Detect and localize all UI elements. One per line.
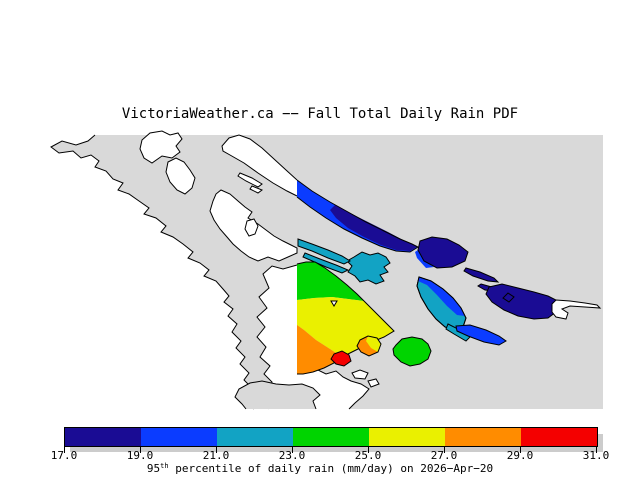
vancouver-island-land bbox=[0, 135, 257, 409]
colorbar-segment bbox=[217, 428, 293, 446]
islet-sliver-2 bbox=[249, 185, 264, 194]
colorbar-tick bbox=[292, 447, 293, 453]
colorbar-tick bbox=[64, 447, 65, 453]
peninsula-green-band bbox=[297, 262, 364, 301]
islet-sliver-1 bbox=[237, 172, 263, 188]
colorbar-tick bbox=[520, 447, 521, 453]
island-mayne-navy bbox=[418, 237, 468, 268]
island-pender-blue bbox=[418, 277, 465, 316]
peninsula-coastline bbox=[296, 261, 395, 375]
colorbar-tick-label: 27.0 bbox=[430, 449, 458, 462]
island-south-pender-blue bbox=[455, 324, 507, 346]
island-long-west-coastline bbox=[221, 134, 298, 197]
colorbar-tick bbox=[216, 447, 217, 453]
island-saturna-white-tail bbox=[551, 299, 602, 320]
peninsula-orange-band bbox=[297, 325, 342, 374]
islet-orange-yellow-coastline bbox=[356, 335, 382, 357]
victoria-land bbox=[257, 265, 369, 409]
island-green bbox=[392, 336, 432, 367]
harbour-bay bbox=[235, 381, 320, 409]
colorbar-segment bbox=[293, 428, 369, 446]
colorbar-segment bbox=[65, 428, 141, 446]
caption-prefix: 95 bbox=[146, 462, 161, 475]
islet-red bbox=[330, 350, 352, 367]
vancouver-island-coastline bbox=[50, 134, 258, 410]
colorbar-tick bbox=[596, 447, 597, 453]
colorbar-tick-label: 29.0 bbox=[506, 449, 534, 462]
caption-superscript: th bbox=[160, 462, 169, 470]
island-thetis bbox=[139, 130, 183, 164]
island-penelakut bbox=[165, 157, 196, 195]
colorbar-segment bbox=[521, 428, 597, 446]
colorbar-tick bbox=[368, 447, 369, 453]
colorbar-tick bbox=[444, 447, 445, 453]
inlet-east-coastline bbox=[256, 264, 298, 410]
island-long-east-coastline bbox=[296, 179, 420, 253]
colorbar-caption: 95th percentile of daily rain (mm/day) o… bbox=[0, 462, 640, 475]
island-long-west-part bbox=[222, 135, 297, 196]
saturna-diamond-mark bbox=[502, 292, 515, 303]
colorbar-tick-label: 17.0 bbox=[50, 449, 78, 462]
island-long-east-navy bbox=[330, 205, 417, 251]
colorbar-segment bbox=[141, 428, 217, 446]
saltspring-arm-teal-2 bbox=[302, 252, 350, 274]
island-prevost-teal bbox=[346, 251, 391, 285]
lake-on-saltspring bbox=[244, 218, 259, 237]
islet-samuel-1 bbox=[463, 267, 500, 283]
lake-mark-on-peninsula bbox=[330, 300, 338, 307]
page-title: VictoriaWeather.ca −− Fall Total Daily R… bbox=[121, 106, 519, 122]
colorbar-tick bbox=[140, 447, 141, 453]
colorbar-tick-label: 23.0 bbox=[278, 449, 306, 462]
saltspring-arm-teal-1 bbox=[297, 238, 352, 265]
islet-yellow-part bbox=[366, 336, 381, 352]
island-mayne-blue bbox=[415, 250, 434, 268]
colorbar-segments bbox=[64, 427, 598, 447]
colorbar-tick-label: 25.0 bbox=[354, 449, 382, 462]
caption-suffix: percentile of daily rain (mm/day) on 202… bbox=[168, 462, 494, 475]
colorbar-segment bbox=[369, 428, 445, 446]
harbour-bay-coastline bbox=[234, 380, 321, 410]
island-mayne-coastline bbox=[417, 236, 469, 269]
colorbar-segment bbox=[445, 428, 521, 446]
colorbar-tick-label: 19.0 bbox=[126, 449, 154, 462]
colorbar-tick-label: 31.0 bbox=[582, 449, 610, 462]
victoria-islet-1 bbox=[351, 369, 369, 380]
colorbar-tick-label: 21.0 bbox=[202, 449, 230, 462]
victoria-islet-2 bbox=[367, 378, 380, 388]
island-saturna-navy bbox=[485, 283, 557, 320]
